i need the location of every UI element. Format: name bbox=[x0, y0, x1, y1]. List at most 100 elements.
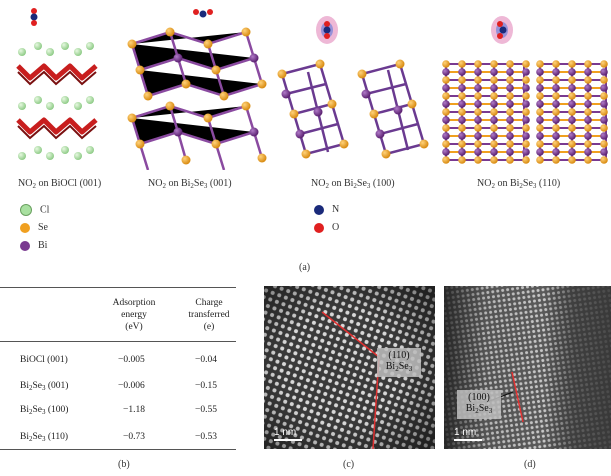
se-atom bbox=[490, 92, 498, 100]
bi-atom bbox=[458, 116, 466, 124]
panel-c-label: (c) bbox=[343, 459, 355, 470]
caption-bi2se3-001: NO2 on Bi2Se3 (001) bbox=[148, 178, 232, 190]
bi-atom bbox=[584, 68, 592, 76]
se-atom bbox=[536, 140, 544, 148]
se-atom bbox=[522, 60, 530, 68]
se-atom bbox=[506, 108, 514, 116]
row-name-3: Bi2Se3 (110) bbox=[20, 432, 69, 443]
se-atom bbox=[506, 140, 514, 148]
scale-bar-c: 1 nm bbox=[274, 427, 302, 441]
bi-atom bbox=[552, 116, 560, 124]
row-energy-2: −1.18 bbox=[123, 405, 145, 415]
se-atom bbox=[490, 76, 498, 84]
tem-image-d: (100) Bi2Se3 1 nm bbox=[444, 286, 611, 449]
se-atom bbox=[474, 124, 482, 132]
bi-atom bbox=[568, 116, 576, 124]
se-atom bbox=[458, 140, 466, 148]
plane-label-d: (100) Bi2Se3 bbox=[457, 390, 501, 419]
se-atom bbox=[536, 76, 544, 84]
caption-bioci-001: NO2 on BiOCl (001) bbox=[18, 178, 102, 190]
lattice-d bbox=[444, 286, 611, 449]
legend-item-n: N bbox=[314, 204, 339, 222]
bi-atom bbox=[536, 132, 544, 140]
legend-right: N O bbox=[314, 204, 339, 240]
bi-atom bbox=[474, 68, 482, 76]
se-atom bbox=[522, 140, 530, 148]
se-atom bbox=[458, 60, 466, 68]
panel-b-table: Adsorption energy (eV) Charge transferred (e… bbox=[0, 287, 236, 342]
se-atom bbox=[552, 92, 560, 100]
header-charge-transferred: Charge transferred (e) bbox=[188, 298, 230, 332]
se-atom bbox=[506, 124, 514, 132]
bi-atom bbox=[584, 100, 592, 108]
se-atom bbox=[474, 92, 482, 100]
bi-atom bbox=[474, 84, 482, 92]
bi-atom bbox=[536, 116, 544, 124]
se-atom bbox=[522, 124, 530, 132]
se-atom bbox=[506, 92, 514, 100]
bi-atom bbox=[490, 100, 498, 108]
se-atom bbox=[600, 156, 608, 164]
bi-atom bbox=[522, 84, 530, 92]
se-atom bbox=[522, 76, 530, 84]
row-charge-3: −0.53 bbox=[195, 432, 217, 442]
bi-atom bbox=[506, 68, 514, 76]
se-atom bbox=[474, 76, 482, 84]
bi-swatch bbox=[20, 240, 30, 251]
se-atom bbox=[458, 76, 466, 84]
bi-atom bbox=[522, 148, 530, 156]
se-atom bbox=[506, 156, 514, 164]
se-atom bbox=[552, 76, 560, 84]
se-atom bbox=[568, 108, 576, 116]
model-bioci-001 bbox=[16, 8, 98, 160]
panel-b-label: (b) bbox=[118, 459, 130, 470]
bi-atom bbox=[600, 148, 608, 156]
bi-atom bbox=[600, 68, 608, 76]
bi-atom bbox=[568, 68, 576, 76]
se-atom bbox=[552, 156, 560, 164]
bi-atom bbox=[584, 148, 592, 156]
bi-atom bbox=[490, 116, 498, 124]
row-energy-0: −0.005 bbox=[118, 355, 145, 365]
bi-atom bbox=[522, 68, 530, 76]
se-atom bbox=[568, 156, 576, 164]
bi-atom bbox=[600, 116, 608, 124]
se-atom bbox=[442, 76, 450, 84]
se-atom bbox=[584, 92, 592, 100]
bi-atom bbox=[552, 100, 560, 108]
legend-item-o: O bbox=[314, 222, 339, 240]
se-atom bbox=[600, 76, 608, 84]
se-atom bbox=[458, 124, 466, 132]
bi-atom bbox=[552, 148, 560, 156]
bi-atom bbox=[474, 148, 482, 156]
bi-atom bbox=[506, 100, 514, 108]
bi-atom bbox=[442, 132, 450, 140]
cl-swatch bbox=[20, 204, 32, 216]
o-swatch bbox=[314, 222, 324, 233]
bi-atom bbox=[458, 148, 466, 156]
se-atom bbox=[442, 124, 450, 132]
legend-item-se: Se bbox=[20, 222, 49, 240]
bi-atom bbox=[568, 132, 576, 140]
bi-atom bbox=[458, 68, 466, 76]
se-atom bbox=[474, 60, 482, 68]
bi-atom bbox=[458, 132, 466, 140]
legend-item-cl: Cl bbox=[20, 204, 49, 222]
plane-label-c: (110) Bi2Se3 bbox=[377, 348, 421, 377]
se-atom bbox=[600, 108, 608, 116]
se-atom bbox=[584, 124, 592, 132]
bi-atom bbox=[584, 84, 592, 92]
scale-bar-d: 1 nm bbox=[454, 427, 482, 441]
se-swatch bbox=[20, 222, 30, 233]
header-divider bbox=[0, 341, 236, 342]
bi-atom bbox=[584, 132, 592, 140]
se-atom bbox=[536, 92, 544, 100]
bi-atom bbox=[490, 132, 498, 140]
model-bi2se3-001 bbox=[127, 9, 267, 170]
row-charge-0: −0.04 bbox=[195, 355, 217, 365]
se-atom bbox=[458, 108, 466, 116]
bi-atom bbox=[552, 132, 560, 140]
se-atom bbox=[522, 156, 530, 164]
bi-atom bbox=[600, 100, 608, 108]
se-atom bbox=[584, 60, 592, 68]
